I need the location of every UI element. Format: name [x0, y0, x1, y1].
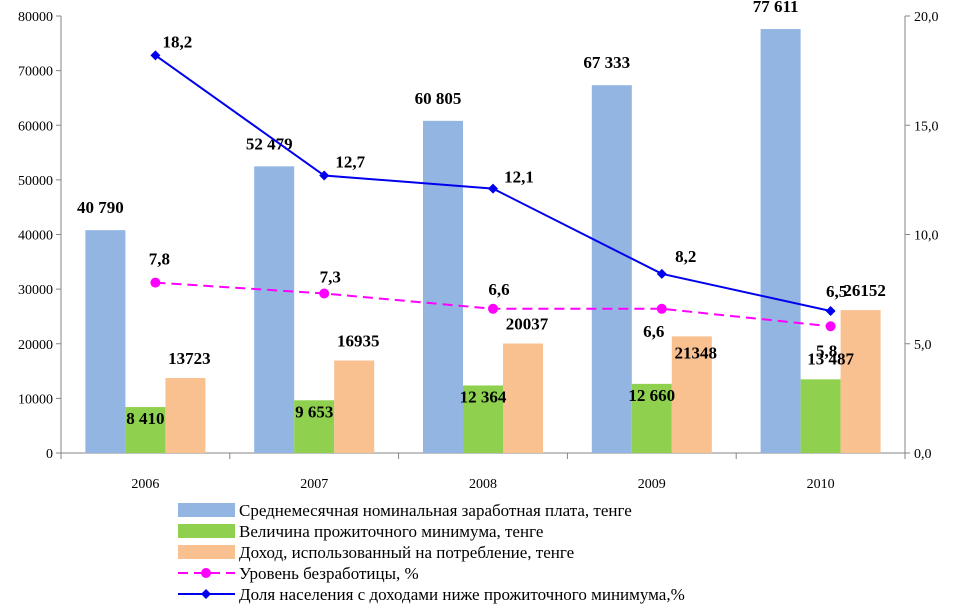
bar-subsistence [294, 400, 335, 453]
y-left-tick-label: 10000 [18, 392, 53, 407]
marker-poverty [150, 50, 161, 61]
legend-marker [201, 568, 211, 578]
y-left-tick-label: 50000 [18, 174, 53, 189]
line-data-label: 8,2 [675, 247, 696, 266]
x-tick-label: 2009 [638, 477, 666, 492]
line-data-label: 12,7 [335, 153, 365, 172]
bar-data-label: 21348 [675, 343, 718, 362]
marker-unemployment [825, 321, 836, 332]
bar-data-label: 60 805 [415, 89, 462, 108]
bar-data-label: 26152 [843, 281, 886, 300]
bar-data-label: 67 333 [583, 53, 630, 72]
line-data-label: 12,1 [504, 168, 534, 187]
bar-consumption [840, 310, 881, 453]
bar-data-label: 13 487 [807, 349, 854, 368]
bar-consumption [334, 360, 375, 453]
bar-subsistence [631, 383, 672, 453]
line-data-label: 18,2 [163, 32, 193, 51]
bar-data-label: 16935 [337, 331, 380, 350]
marker-unemployment [150, 277, 161, 288]
marker-unemployment [319, 288, 330, 299]
legend-label: Доход, использованный на потребление, те… [239, 543, 574, 562]
marker-poverty [656, 268, 667, 279]
y-right-tick-label: 0,0 [914, 447, 932, 462]
legend-label: Величина прожиточного минимума, тенге [239, 522, 543, 541]
bar-salary [423, 120, 463, 453]
y-left-tick-label: 60000 [18, 119, 53, 134]
y-left-tick-label: 30000 [18, 283, 53, 298]
legend-marker [201, 589, 211, 599]
bar-data-label: 40 790 [77, 198, 124, 217]
line-data-label: 6,6 [643, 322, 664, 341]
legend-swatch [178, 545, 235, 559]
bar-subsistence [125, 407, 166, 453]
legend-label: Среднемесячная номинальная заработная пл… [239, 501, 632, 520]
bar-data-label: 12 660 [628, 386, 675, 405]
line-data-label: 6,5 [826, 282, 847, 301]
bar-subsistence [463, 385, 503, 453]
line-data-label: 7,8 [149, 250, 170, 269]
y-right-tick-label: 20,0 [914, 10, 939, 25]
legend-swatch [178, 503, 235, 517]
marker-poverty [488, 183, 498, 194]
marker-poverty [825, 305, 836, 316]
legend-swatch [178, 524, 235, 538]
line-data-label: 5,8 [816, 341, 837, 360]
bar-salary [591, 85, 632, 454]
bar-data-label: 8 410 [126, 409, 164, 428]
bar-data-label: 77 611 [753, 0, 799, 16]
x-tick-label: 2008 [469, 477, 497, 492]
legend-label: Уровень безработицы, % [239, 564, 419, 583]
bar-data-label: 12 364 [460, 387, 507, 406]
bar-data-label: 52 479 [246, 134, 293, 153]
line-data-label: 7,3 [320, 267, 341, 286]
x-tick-label: 2007 [300, 477, 328, 492]
y-left-tick-label: 0 [46, 447, 53, 462]
x-tick-label: 2006 [131, 477, 159, 492]
bar-consumption [165, 378, 206, 453]
y-left-tick-label: 40000 [18, 229, 53, 244]
marker-unemployment [488, 303, 498, 314]
bar-consumption [503, 343, 543, 453]
y-left-tick-label: 70000 [18, 65, 53, 80]
legend-label: Доля населения с доходами ниже прожиточн… [239, 585, 685, 604]
bar-data-label: 9 653 [295, 402, 333, 421]
bar-data-label: 20037 [506, 315, 549, 334]
bar-salary [760, 29, 801, 453]
bar-consumption [671, 336, 712, 453]
x-tick-label: 2010 [807, 477, 835, 492]
y-left-tick-label: 20000 [18, 338, 53, 353]
marker-poverty [319, 170, 330, 181]
bar-data-label: 13723 [168, 349, 211, 368]
line-data-label: 6,6 [488, 280, 509, 299]
bar-salary [85, 230, 126, 453]
marker-unemployment [656, 303, 667, 314]
y-right-tick-label: 15,0 [914, 119, 939, 134]
bar-subsistence [800, 379, 841, 453]
bar-salary [254, 166, 295, 453]
y-right-tick-label: 10,0 [914, 229, 939, 244]
y-right-tick-label: 5,0 [914, 338, 932, 353]
y-left-tick-label: 80000 [18, 10, 53, 25]
